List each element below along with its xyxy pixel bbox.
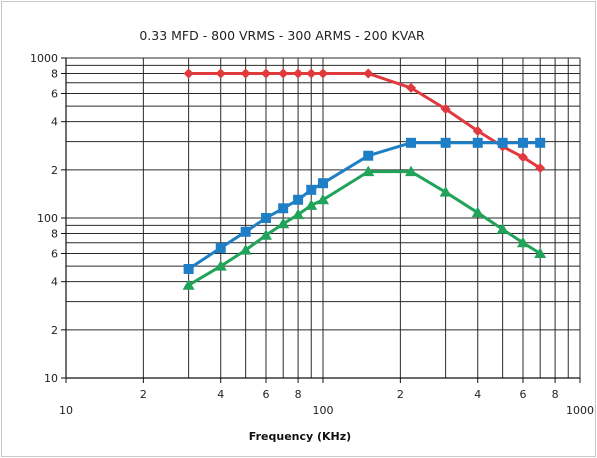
y-tick-label: 2	[51, 164, 58, 177]
data-point	[362, 165, 375, 177]
x-tick-label: 8	[552, 388, 559, 401]
data-point	[440, 137, 451, 148]
y-tick-label: 100	[37, 212, 58, 225]
y-tick-label: 4	[51, 116, 58, 129]
data-point	[240, 68, 251, 79]
tick-labels: 10 2 4 6 8 100 2 4 6 8 1000 10 2 4 6 8 100 2 4 6 8 1000	[30, 52, 594, 417]
x-tick-label: 8	[295, 388, 302, 401]
data-point	[363, 68, 374, 79]
data-point	[292, 208, 305, 220]
data-point	[440, 104, 451, 115]
data-point	[439, 186, 452, 197]
y-tick-label: 10	[44, 372, 58, 385]
data-point	[278, 68, 289, 79]
data-point	[259, 229, 272, 240]
data-point	[516, 236, 529, 248]
series-2	[183, 137, 546, 275]
data-point	[535, 163, 546, 174]
x-tick-label: 1000	[566, 404, 594, 417]
data-point	[472, 125, 483, 136]
x-tick-label: 100	[313, 404, 334, 417]
y-tick-label: 6	[51, 247, 58, 260]
axes	[61, 57, 581, 383]
data-point	[318, 178, 328, 189]
y-tick-label: 1000	[30, 52, 58, 65]
data-point	[305, 199, 318, 210]
data-point	[306, 184, 317, 195]
chart-title: 0.33 MFD - 800 VRMS - 300 ARMS - 200 KVA…	[139, 28, 425, 43]
x-tick-label: 10	[59, 404, 73, 417]
data-point	[363, 150, 374, 161]
grid	[65, 57, 581, 379]
y-tick-label: 8	[51, 68, 58, 81]
data-point	[182, 279, 195, 290]
data-point	[472, 137, 483, 148]
data-point	[293, 68, 304, 79]
data-point	[517, 137, 528, 148]
data-point	[277, 217, 290, 229]
data-point	[535, 137, 546, 148]
series-layer	[182, 68, 547, 290]
data-point	[215, 68, 226, 79]
data-point	[293, 194, 304, 205]
data-point	[471, 206, 484, 218]
data-point	[239, 244, 252, 255]
data-point	[405, 165, 418, 177]
y-tick-label: 6	[51, 87, 58, 100]
x-tick-label: 2	[397, 388, 404, 401]
x-tick-label: 6	[519, 388, 526, 401]
data-point	[406, 137, 417, 148]
x-tick-label: 2	[140, 388, 147, 401]
data-point	[240, 226, 251, 237]
y-tick-label: 4	[51, 276, 58, 289]
series-line	[187, 141, 541, 271]
data-point	[534, 247, 547, 258]
data-point	[496, 223, 509, 234]
y-tick-label: 8	[51, 228, 58, 241]
x-tick-label: 6	[262, 388, 269, 401]
x-tick-label: 4	[474, 388, 481, 401]
data-point	[260, 213, 271, 223]
x-tick-label: 4	[217, 388, 224, 401]
data-point	[260, 68, 271, 79]
data-point	[215, 242, 226, 253]
data-point	[317, 193, 329, 205]
data-point	[183, 264, 194, 275]
y-tick-label: 2	[51, 324, 58, 337]
data-point	[517, 152, 528, 163]
data-point	[318, 68, 328, 79]
data-point	[306, 68, 317, 79]
data-point	[183, 68, 194, 79]
series-3	[182, 165, 547, 290]
x-axis-title: Frequency (KHz)	[249, 430, 351, 443]
data-point	[278, 203, 289, 214]
data-point	[497, 137, 508, 148]
data-point	[406, 82, 417, 93]
data-point	[214, 260, 227, 271]
